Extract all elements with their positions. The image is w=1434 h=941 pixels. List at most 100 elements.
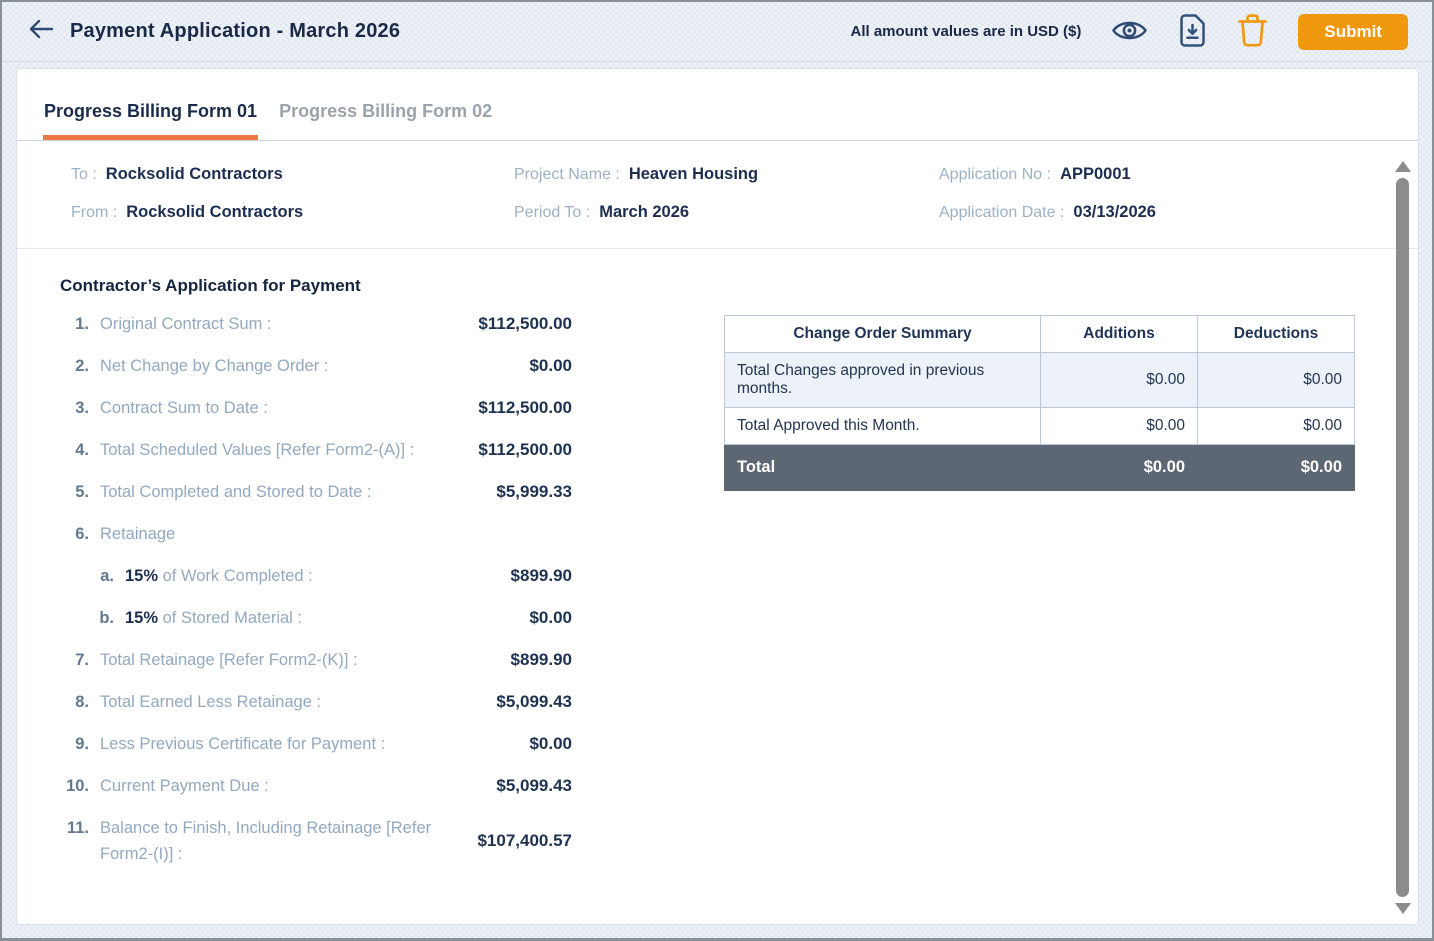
item-number: 3. [75,399,89,417]
item-label: Retainage [100,525,176,543]
item-number: 5. [75,483,89,501]
item-label: Original Contract Sum : [100,315,272,333]
item-label-text: of Stored Material : [162,609,303,627]
eye-icon [1111,17,1148,47]
delete-button[interactable] [1237,13,1268,51]
download-button[interactable] [1178,13,1207,51]
list-item-total-retainage: 7. Total Retainage [Refer Form2-(K)] : $… [60,647,572,673]
tab-progress-billing-form-01[interactable]: Progress Billing Form 01 [43,95,259,140]
row-deductions: $0.00 [1197,407,1355,445]
application-info: To : Rocksolid Contractors Project Name … [17,141,1418,249]
download-file-icon [1178,13,1207,51]
application-date-label: Application Date : [939,204,1065,221]
row-label: Total Changes approved in previous month… [724,352,1041,408]
item-label: 15% of Stored Material : [125,605,440,631]
list-item-total-earned-less-retainage: 8. Total Earned Less Retainage : $5,099.… [60,689,572,715]
item-label: Total Earned Less Retainage : [100,693,322,711]
preview-button[interactable] [1111,17,1148,47]
list-item-net-change: 2. Net Change by Change Order : $0.00 [60,353,572,379]
from-value: Rocksolid Contractors [126,203,304,221]
page-title: Payment Application - March 2026 [70,20,401,42]
header-deductions: Deductions [1197,315,1355,353]
info-project-name: Project Name : Heaven Housing [514,165,939,184]
item-number: 8. [75,693,89,711]
item-number: 9. [75,735,89,753]
item-number: 2. [75,357,89,375]
item-value: $112,500.00 [478,440,572,459]
tab-bar: Progress Billing Form 01 Progress Billin… [17,69,1418,141]
item-number: 7. [75,651,89,669]
vertical-scrollbar[interactable] [1394,161,1411,914]
item-number: a. [100,567,114,585]
info-to: To : Rocksolid Contractors [71,165,514,184]
row-additions: $0.00 [1040,352,1198,408]
tab-progress-billing-form-02[interactable]: Progress Billing Form 02 [279,101,493,121]
item-value: $5,099.43 [496,776,572,795]
item-number: 4. [75,441,89,459]
scroll-down-arrow-icon[interactable] [1394,903,1411,914]
row-additions: $0.00 [1040,407,1198,445]
item-number: b. [99,609,114,627]
list-item-original-contract-sum: 1. Original Contract Sum : $112,500.00 [60,311,572,337]
form-card: Progress Billing Form 01 Progress Billin… [16,68,1419,925]
list-item-balance-to-finish: 11. Balance to Finish, Including Retaina… [60,815,572,867]
item-value: $107,400.57 [477,831,572,850]
header-actions: All amount values are in USD ($) [850,13,1408,51]
item-number: 10. [66,777,89,795]
list-item-retainage-work-completed: a. 15% of Work Completed : $899.90 [60,563,572,589]
row-label: Total Approved this Month. [724,407,1041,445]
scrollbar-thumb[interactable] [1396,178,1409,897]
item-label: Less Previous Certificate for Payment : [100,735,386,753]
list-item-retainage-stored-material: b. 15% of Stored Material : $0.00 [60,605,572,631]
retainage-percent: 15% [125,567,159,585]
item-value: $112,500.00 [478,398,572,417]
header-change-order-summary: Change Order Summary [724,315,1041,353]
table-row-previous-months: Total Changes approved in previous month… [724,352,1355,408]
item-label: Current Payment Due : [100,777,269,795]
back-button[interactable] [28,18,54,45]
project-name-label: Project Name : [514,166,620,183]
from-label: From : [71,204,118,221]
application-no-value: APP0001 [1060,165,1131,183]
info-application-date: Application Date : 03/13/2026 [939,203,1392,222]
item-label: Total Retainage [Refer Form2-(K)] : [100,651,358,669]
table-header-row: Change Order Summary Additions Deduction… [724,315,1355,353]
item-label: Total Completed and Stored to Date : [100,483,372,501]
item-number: 1. [75,315,89,333]
trash-icon [1237,13,1268,51]
item-value: $5,999.33 [496,482,572,501]
project-name-value: Heaven Housing [628,165,759,183]
item-number: 11. [66,819,89,837]
section-title: Contractor’s Application for Payment [60,276,361,295]
app-header: Payment Application - March 2026 All amo… [2,2,1432,62]
scroll-up-arrow-icon[interactable] [1394,161,1411,172]
header-additions: Additions [1040,315,1198,353]
submit-button[interactable]: Submit [1298,13,1408,50]
item-value: $0.00 [529,356,572,375]
item-number: 6. [75,525,89,543]
row-deductions: $0.00 [1197,352,1355,408]
item-value: $5,099.43 [496,692,572,711]
application-no-label: Application No : [939,166,1052,183]
item-label: Net Change by Change Order : [100,357,329,375]
total-deductions: $0.00 [1197,444,1355,491]
total-additions: $0.00 [1040,444,1198,491]
item-value: $899.90 [510,566,572,585]
item-value: $899.90 [510,650,572,669]
item-label: Total Scheduled Values [Refer Form2-(A)]… [100,441,415,459]
list-item-total-scheduled-values: 4. Total Scheduled Values [Refer Form2-(… [60,437,572,463]
list-item-retainage: 6. Retainage [60,521,572,547]
item-label: Balance to Finish, Including Retainage [… [100,819,432,863]
to-label: To : [71,166,97,183]
table-row-total: Total $0.00 $0.00 [724,444,1355,491]
info-period-to: Period To : March 2026 [514,203,939,222]
item-value: $0.00 [529,608,572,627]
item-label: Contract Sum to Date : [100,399,268,417]
total-label: Total [724,444,1041,491]
item-value: $0.00 [529,734,572,753]
item-label: 15% of Work Completed : [125,563,440,589]
application-date-value: 03/13/2026 [1073,203,1156,221]
currency-note: All amount values are in USD ($) [850,23,1082,40]
list-item-contract-sum-to-date: 3. Contract Sum to Date : $112,500.00 [60,395,572,421]
list-item-total-completed-stored: 5. Total Completed and Stored to Date : … [60,479,572,505]
